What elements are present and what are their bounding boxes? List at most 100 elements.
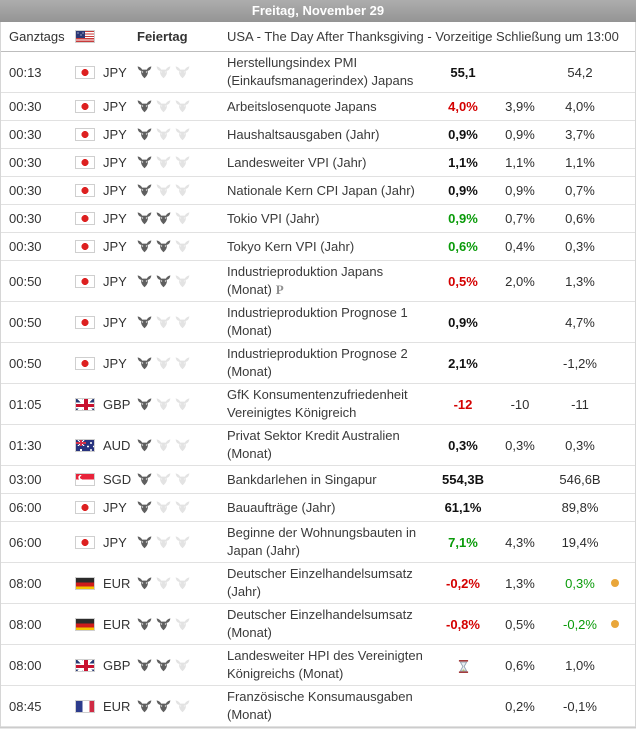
event-time: 08:00 (9, 575, 42, 591)
actual-value: 0,3% (448, 437, 478, 453)
currency-code: JPY (103, 273, 127, 289)
bull-icon (137, 658, 152, 671)
event-name[interactable]: Industrieproduktion Prognose 2 (Monat) (227, 346, 408, 379)
currency-flag-icon (75, 274, 95, 288)
bull-icon (175, 658, 190, 671)
event-name[interactable]: Deutscher Einzelhandelsumsatz (Jahr) (227, 566, 413, 599)
previous-value: 3,7% (565, 127, 595, 142)
event-name[interactable]: Deutscher Einzelhandelsumsatz (Monat) (227, 607, 413, 640)
importance-indicator (137, 397, 227, 411)
forecast-value: 4,3% (505, 534, 535, 550)
actual-value: 61,1% (444, 500, 482, 515)
event-row[interactable]: 00:30 JPY Nationale Kern CPI Japan (Jahr… (1, 177, 635, 205)
event-name[interactable]: Nationale Kern CPI Japan (Jahr) (227, 182, 415, 198)
event-name[interactable]: Privat Sektor Kredit Australien (Monat) (227, 428, 400, 461)
forecast-value: 0,9% (505, 183, 535, 198)
bull-icon (156, 356, 171, 369)
holiday-description: USA - The Day After Thanksgiving - Vorze… (227, 29, 619, 44)
bull-icon (137, 184, 152, 197)
event-name[interactable]: Tokio VPI (Jahr) (227, 210, 320, 226)
currency-flag-icon (75, 65, 95, 79)
event-row[interactable]: 00:30 JPY Haushaltsausgaben (Jahr)P 0,9% (1, 121, 635, 149)
event-name[interactable]: GfK Konsumentenzufriedenheit Vereinigtes… (227, 387, 408, 420)
event-name[interactable]: Bauaufträge (Jahr) (227, 499, 336, 515)
event-row[interactable]: 00:50 JPY Industrieproduktion Japans (Mo… (1, 261, 635, 302)
bull-icon (175, 438, 190, 451)
event-row[interactable]: 00:30 JPY Tokio VPI (Jahr)P 0,9% (1, 205, 635, 233)
bull-icon (137, 699, 152, 712)
day-header-title: Freitag, November 29 (251, 3, 385, 18)
event-name[interactable]: Landesweiter VPI (Jahr) (227, 154, 367, 170)
holiday-row[interactable]: Ganztags Feiertag USA - The Day After Th… (1, 22, 635, 52)
currency-code: JPY (103, 155, 127, 170)
bull-icon (137, 617, 152, 630)
bull-icon (156, 501, 171, 514)
bull-icon (156, 473, 171, 486)
actual-value: 0,9% (448, 211, 478, 226)
event-row[interactable]: 03:00 SGD Bankdarlehen in SingapurP 554,… (1, 466, 635, 494)
event-name[interactable]: Landesweiter HPI des Vereinigten Königre… (227, 648, 423, 681)
currency-flag-icon (75, 356, 95, 370)
previous-value: 546,6B (559, 472, 601, 487)
event-name[interactable]: Beginne der Wohnungsbauten in Japan (Jah… (227, 525, 417, 558)
bull-icon (137, 315, 152, 328)
event-time: 03:00 (9, 472, 42, 487)
event-row[interactable]: 08:00 GBP Landesweiter HPI des Vereinigt… (1, 645, 635, 686)
event-row[interactable]: 00:30 JPY Landesweiter VPI (Jahr)P 1,1% (1, 149, 635, 177)
event-time: 00:13 (9, 64, 42, 80)
event-row[interactable]: 01:05 GBP GfK Konsumentenzufriedenheit V… (1, 384, 635, 425)
event-row[interactable]: 08:00 EUR Deutscher Einzelhandelsumsatz … (1, 604, 635, 645)
actual-value: 0,5% (448, 273, 478, 289)
importance-indicator (137, 356, 227, 370)
event-row[interactable]: 08:45 EUR Französische Konsumausgaben (M… (1, 686, 635, 727)
importance-indicator (137, 501, 227, 514)
bull-icon (137, 535, 152, 548)
event-row[interactable]: 01:30 AUD Privat Sektor Kredit Australie… (1, 425, 635, 466)
event-name[interactable]: Tokyo Kern VPI (Jahr) (227, 238, 355, 254)
event-name[interactable]: Haushaltsausgaben (Jahr) (227, 126, 380, 142)
bull-icon (156, 658, 171, 671)
event-row[interactable]: 00:13 JPY Herstellungsindex PMI (Einkauf… (1, 52, 635, 93)
previous-value: 19,4% (561, 534, 599, 550)
event-row[interactable]: 06:00 JPY Beginne der Wohnungsbauten in … (1, 522, 635, 563)
currency-code: JPY (103, 64, 127, 80)
importance-indicator (137, 617, 227, 631)
bull-icon (156, 128, 171, 141)
bull-icon (175, 397, 190, 410)
event-name[interactable]: Industrieproduktion Prognose 1 (Monat) (227, 305, 408, 338)
bull-icon (156, 240, 171, 253)
event-row[interactable]: 06:00 JPY Bauaufträge (Jahr)P 61,1% (1, 494, 635, 522)
event-row[interactable]: 08:00 EUR Deutscher Einzelhandelsumsatz … (1, 563, 635, 604)
actual-value: 0,9% (448, 127, 478, 142)
bull-icon (175, 617, 190, 630)
event-name[interactable]: Herstellungsindex PMI (Einkaufsmanagerin… (227, 55, 414, 88)
currency-flag-icon (75, 501, 95, 514)
event-row[interactable]: 00:50 JPY Industrieproduktion Prognose 1… (1, 302, 635, 343)
currency-flag-icon (75, 184, 95, 197)
currency-code: AUD (103, 437, 131, 453)
importance-indicator (137, 438, 227, 452)
importance-indicator (137, 576, 227, 590)
event-row[interactable]: 00:30 JPY Arbeitslosenquote JapansP 4,0% (1, 93, 635, 121)
event-row[interactable]: 00:30 JPY Tokyo Kern VPI (Jahr)P 0,6% (1, 233, 635, 261)
event-time: 08:45 (9, 698, 42, 714)
bull-icon (156, 576, 171, 589)
currency-flag-icon (75, 617, 95, 631)
currency-code: JPY (103, 534, 127, 550)
event-row[interactable]: 00:50 JPY Industrieproduktion Prognose 2… (1, 343, 635, 384)
bull-icon (137, 156, 152, 169)
importance-indicator (137, 473, 227, 486)
event-name[interactable]: Bankdarlehen in Singapur (227, 471, 377, 487)
previous-value: 0,7% (565, 183, 595, 198)
event-name[interactable]: Arbeitslosenquote Japans (227, 98, 377, 114)
currency-code: JPY (103, 127, 127, 142)
currency-code: JPY (103, 355, 127, 371)
bull-icon (156, 156, 171, 169)
previous-value: 89,8% (561, 500, 599, 515)
bull-icon (175, 100, 190, 113)
pending-hourglass-icon (458, 659, 468, 673)
importance-indicator (137, 315, 227, 329)
event-name[interactable]: Französische Konsumausgaben (Monat) (227, 689, 413, 722)
forecast-value: 0,7% (505, 211, 535, 226)
event-name[interactable]: Industrieproduktion Japans (Monat) (227, 264, 384, 297)
